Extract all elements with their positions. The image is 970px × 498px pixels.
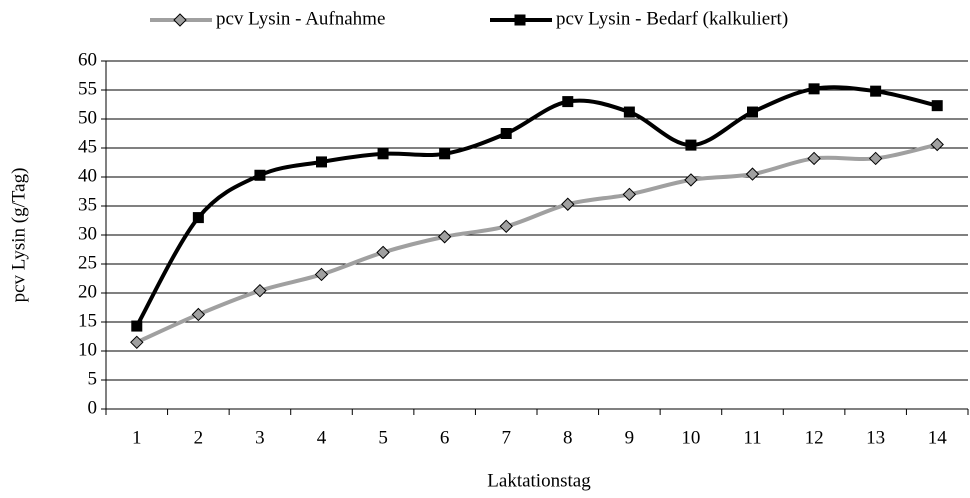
marker bbox=[745, 167, 760, 181]
x-tick-label: 13 bbox=[866, 427, 885, 448]
marker bbox=[316, 156, 327, 168]
marker bbox=[191, 307, 206, 322]
y-tick-label: 15 bbox=[78, 310, 97, 331]
marker bbox=[439, 148, 451, 160]
x-tick-label: 1 bbox=[132, 427, 142, 448]
marker bbox=[931, 100, 943, 112]
y-tick-label: 60 bbox=[78, 49, 97, 70]
marker bbox=[499, 219, 513, 234]
x-tick-label: 8 bbox=[563, 427, 573, 448]
marker bbox=[868, 151, 883, 166]
x-tick-label: 11 bbox=[743, 427, 761, 448]
marker bbox=[314, 267, 329, 282]
marker bbox=[685, 139, 697, 151]
marker bbox=[377, 148, 389, 160]
y-tick-label: 35 bbox=[78, 194, 97, 215]
x-tick-label: 12 bbox=[805, 427, 824, 448]
x-tick-label: 9 bbox=[625, 427, 635, 448]
marker bbox=[376, 245, 390, 260]
marker bbox=[437, 230, 452, 244]
marker bbox=[808, 83, 820, 95]
marker bbox=[807, 151, 821, 166]
marker bbox=[500, 128, 512, 139]
x-tick-label: 14 bbox=[928, 427, 948, 448]
x-tick-label: 10 bbox=[681, 427, 700, 448]
y-tick-label: 45 bbox=[78, 136, 97, 157]
y-tick-label: 25 bbox=[78, 252, 97, 273]
y-tick-label: 0 bbox=[88, 397, 98, 418]
legend-label: pcv Lysin - Bedarf (kalkuliert) bbox=[556, 8, 788, 29]
marker bbox=[131, 320, 143, 332]
marker bbox=[930, 137, 944, 152]
marker bbox=[623, 106, 635, 118]
marker bbox=[747, 106, 758, 118]
y-tick-label: 20 bbox=[78, 281, 97, 302]
y-axis-label: pcv Lysin (g/Tag) bbox=[8, 168, 29, 303]
y-tick-label: 40 bbox=[78, 165, 97, 186]
x-tick-label: 6 bbox=[440, 427, 450, 448]
marker bbox=[130, 335, 144, 350]
marker bbox=[562, 96, 574, 108]
legend-label: pcv Lysin - Aufnahme bbox=[216, 8, 385, 29]
marker bbox=[561, 197, 575, 211]
x-tick-label: 4 bbox=[317, 427, 327, 448]
marker bbox=[253, 283, 267, 298]
x-axis-label: Laktationstag bbox=[487, 470, 591, 491]
x-tick-label: 3 bbox=[255, 427, 265, 448]
y-tick-label: 55 bbox=[78, 78, 97, 99]
x-tick-label: 2 bbox=[194, 427, 204, 448]
x-tick-label: 7 bbox=[501, 427, 511, 448]
marker bbox=[192, 212, 204, 224]
y-tick-label: 30 bbox=[78, 223, 97, 244]
marker bbox=[254, 169, 266, 181]
x-tick-label: 5 bbox=[378, 427, 388, 448]
marker bbox=[622, 187, 637, 202]
y-tick-label: 50 bbox=[78, 107, 97, 128]
y-tick-label: 5 bbox=[88, 368, 98, 389]
marker bbox=[684, 173, 698, 187]
legend-marker bbox=[514, 14, 526, 26]
y-tick-label: 10 bbox=[78, 339, 97, 360]
marker bbox=[870, 85, 882, 97]
legend-marker bbox=[173, 13, 187, 27]
